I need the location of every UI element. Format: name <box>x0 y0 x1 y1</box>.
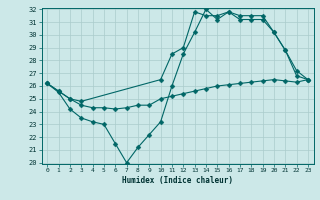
X-axis label: Humidex (Indice chaleur): Humidex (Indice chaleur) <box>122 176 233 185</box>
